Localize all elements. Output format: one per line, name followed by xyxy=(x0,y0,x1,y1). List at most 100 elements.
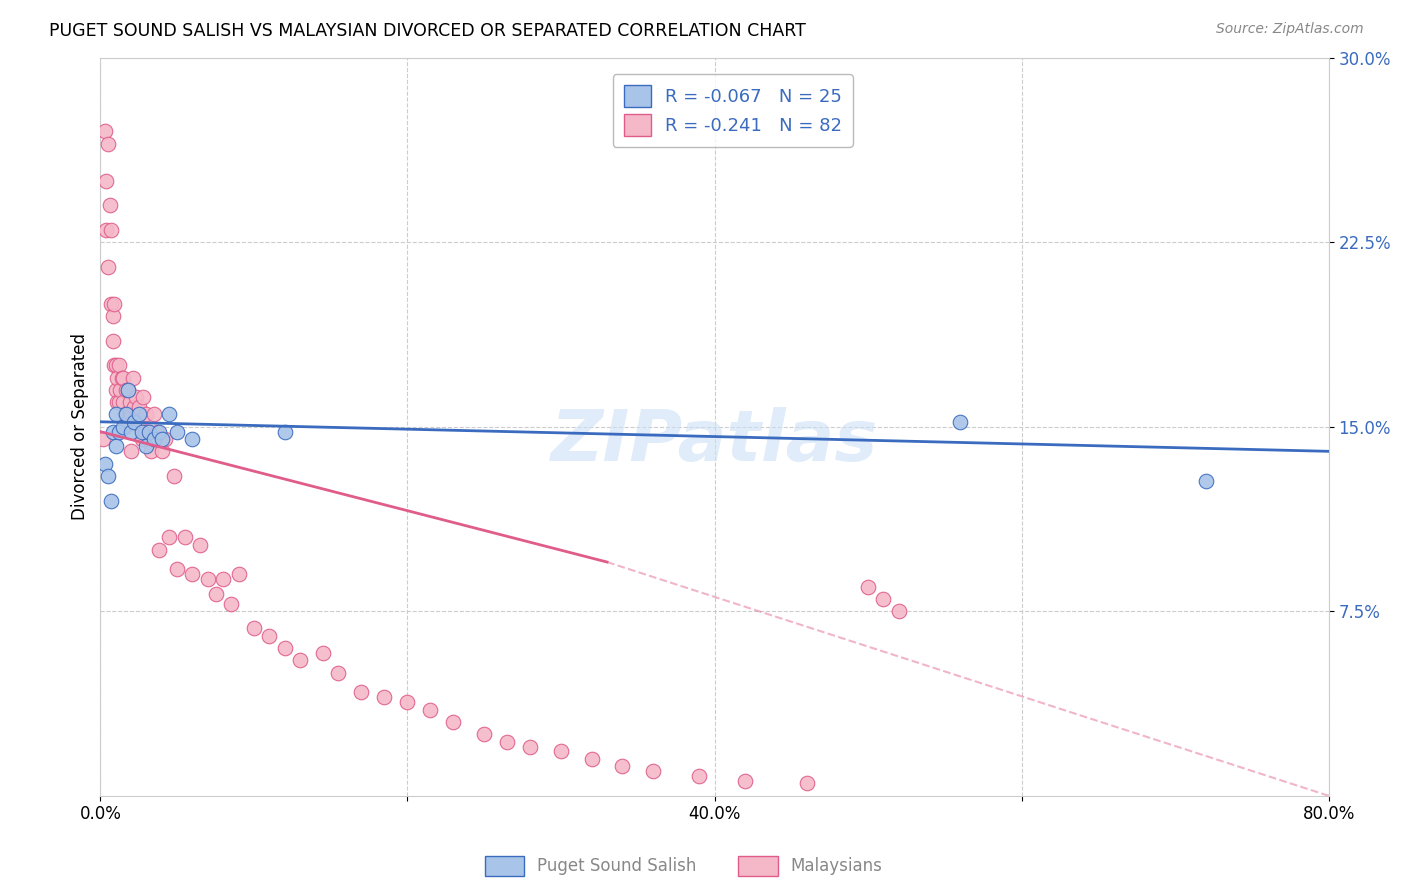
Point xyxy=(131,425,153,439)
Point xyxy=(197,572,219,586)
Point xyxy=(159,408,181,422)
Point xyxy=(117,383,139,397)
Point xyxy=(373,690,395,705)
Text: PUGET SOUND SALISH VS MALAYSIAN DIVORCED OR SEPARATED CORRELATION CHART: PUGET SOUND SALISH VS MALAYSIAN DIVORCED… xyxy=(49,22,806,40)
Point xyxy=(153,432,176,446)
Point xyxy=(96,223,118,237)
Point xyxy=(204,587,226,601)
Point xyxy=(107,425,129,439)
Point xyxy=(872,591,894,606)
Point xyxy=(257,629,280,643)
Point xyxy=(122,400,145,414)
Point xyxy=(101,425,124,439)
Point xyxy=(107,395,129,409)
Point xyxy=(419,703,441,717)
Point xyxy=(101,309,124,323)
Point xyxy=(98,198,121,212)
Point xyxy=(105,395,128,409)
Point xyxy=(856,580,879,594)
Point xyxy=(104,358,127,372)
Point xyxy=(112,370,135,384)
Point xyxy=(100,296,122,310)
Point xyxy=(181,567,204,582)
Point xyxy=(103,296,125,310)
Point xyxy=(120,425,142,439)
Point xyxy=(96,174,118,188)
Point xyxy=(550,744,572,758)
Y-axis label: Divorced or Separated: Divorced or Separated xyxy=(72,334,89,520)
Point xyxy=(188,538,211,552)
Point xyxy=(120,408,142,422)
Legend: R = -0.067   N = 25, R = -0.241   N = 82: R = -0.067 N = 25, R = -0.241 N = 82 xyxy=(613,74,853,147)
Point xyxy=(166,562,188,576)
Point xyxy=(496,734,519,748)
Point xyxy=(166,425,188,439)
Point xyxy=(101,334,124,348)
Point xyxy=(219,597,242,611)
Point xyxy=(93,432,115,446)
Point xyxy=(135,439,157,453)
Point xyxy=(159,531,181,545)
Point xyxy=(94,124,117,138)
Point xyxy=(107,358,129,372)
Point xyxy=(243,622,266,636)
Point xyxy=(104,439,127,453)
Point xyxy=(148,542,170,557)
Point xyxy=(138,425,160,439)
Point xyxy=(273,641,295,656)
Point xyxy=(328,665,350,680)
Point xyxy=(148,425,170,439)
Point xyxy=(115,408,138,422)
Point xyxy=(443,714,465,729)
Point xyxy=(163,469,186,483)
Point xyxy=(150,432,173,446)
Text: Puget Sound Salish: Puget Sound Salish xyxy=(537,857,696,875)
Point xyxy=(110,383,132,397)
Point xyxy=(143,408,166,422)
Point xyxy=(212,572,235,586)
Point xyxy=(103,358,125,372)
Point xyxy=(132,390,155,404)
Point xyxy=(111,370,134,384)
Point xyxy=(796,776,818,790)
Point xyxy=(129,419,152,434)
Point xyxy=(472,727,495,741)
Point xyxy=(105,370,128,384)
Point xyxy=(94,457,117,471)
Point xyxy=(127,408,149,422)
Text: Source: ZipAtlas.com: Source: ZipAtlas.com xyxy=(1216,22,1364,37)
Point xyxy=(519,739,541,754)
Point xyxy=(612,759,634,773)
Point xyxy=(112,395,135,409)
Point xyxy=(350,685,373,699)
Point xyxy=(114,408,136,422)
Point xyxy=(120,444,142,458)
Point xyxy=(312,646,335,660)
Point xyxy=(181,432,204,446)
Text: ZIPatlas: ZIPatlas xyxy=(551,407,879,476)
Point xyxy=(641,764,664,779)
Point xyxy=(112,419,135,434)
Text: Malaysians: Malaysians xyxy=(790,857,882,875)
Point xyxy=(115,383,138,397)
Point xyxy=(581,752,603,766)
Point xyxy=(138,425,160,439)
Point xyxy=(135,408,157,422)
Point xyxy=(228,567,250,582)
Point xyxy=(124,390,146,404)
Point xyxy=(128,408,150,422)
Point xyxy=(118,395,141,409)
Point xyxy=(173,531,195,545)
Point xyxy=(104,408,127,422)
Point xyxy=(688,769,710,783)
Point xyxy=(150,444,173,458)
Point xyxy=(121,370,143,384)
Point xyxy=(122,415,145,429)
Point xyxy=(117,383,139,397)
Point xyxy=(139,444,162,458)
Point xyxy=(288,653,311,667)
Point xyxy=(146,425,169,439)
Point xyxy=(1195,474,1218,488)
Point xyxy=(104,383,127,397)
Point xyxy=(97,260,120,274)
